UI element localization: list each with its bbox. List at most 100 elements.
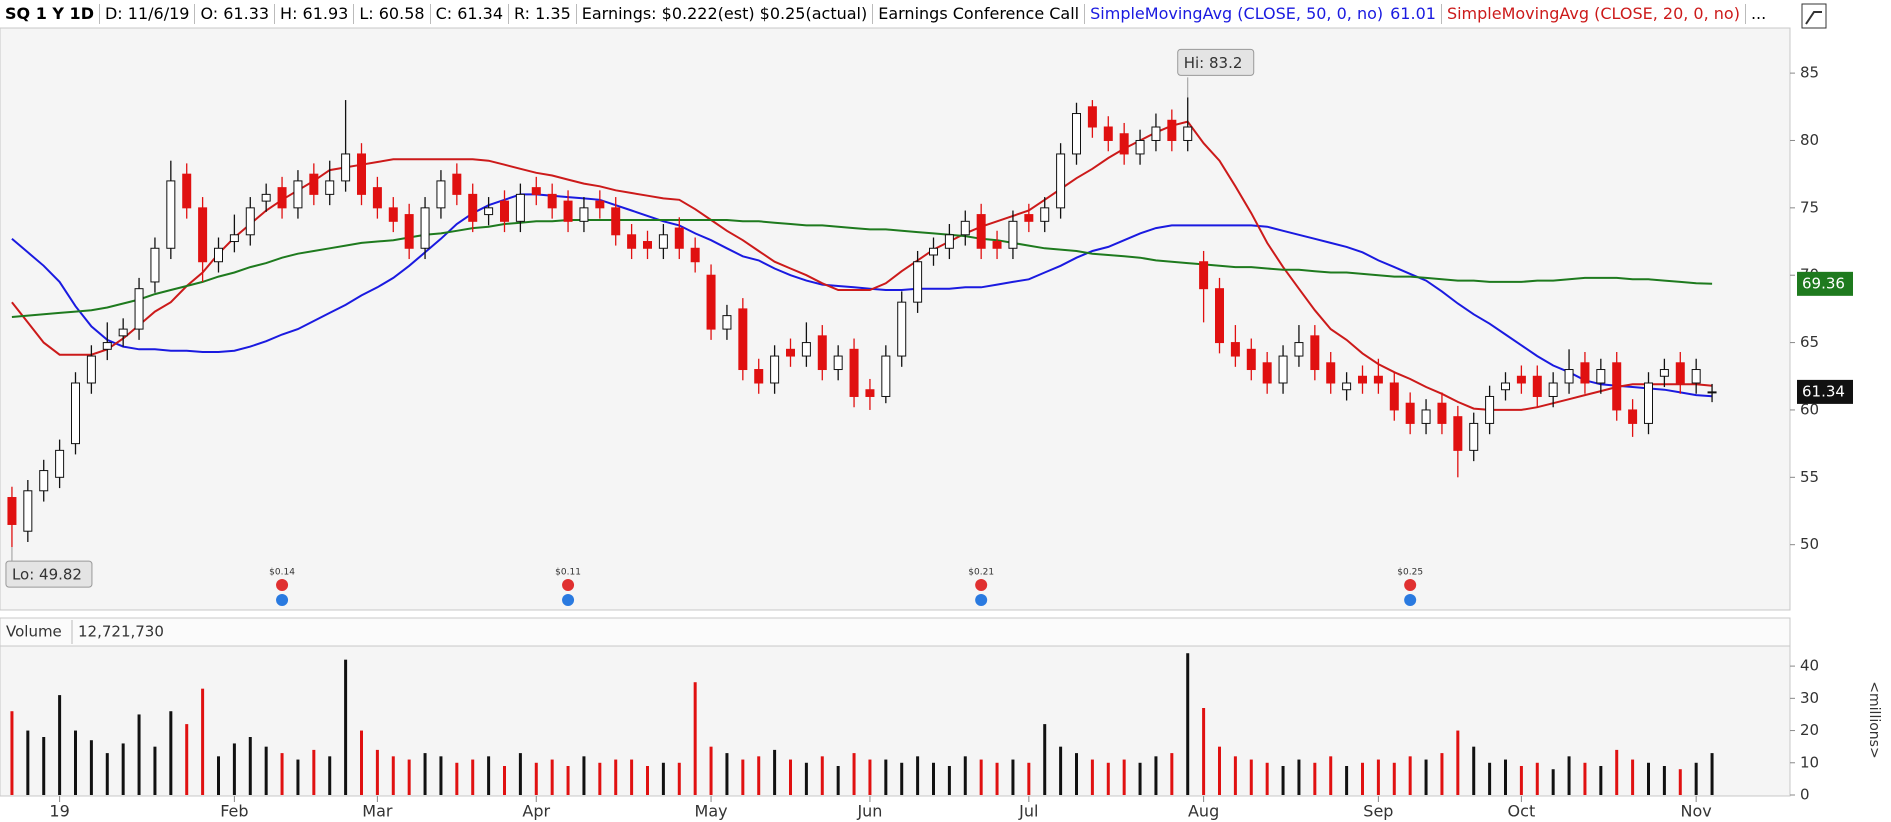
volume-bar: [709, 746, 713, 795]
candle-body: [182, 173, 192, 209]
candle-body: [611, 207, 621, 236]
legend-sma50[interactable]: SimpleMovingAvg (CLOSE, 50, 0, no): [1090, 4, 1384, 23]
annotation-box: [5, 560, 93, 588]
volume-bar: [264, 746, 268, 795]
volume-bar: [360, 730, 363, 795]
candle-body: [245, 207, 255, 236]
volume-bar: [661, 762, 665, 795]
candle-body: [1437, 402, 1447, 424]
volume-bar: [1138, 762, 1142, 795]
symbol[interactable]: SQ 1 Y 1D: [0, 4, 100, 24]
low: L: 60.58: [354, 4, 431, 24]
volume-bar: [1583, 762, 1587, 795]
candle-body: [786, 348, 795, 357]
volume-bar: [614, 759, 618, 795]
earnings-icon[interactable]: [975, 594, 988, 606]
candle-body: [1119, 133, 1129, 155]
volume-bar: [1027, 762, 1031, 795]
volume-bar: [439, 756, 443, 795]
volume-bar: [646, 766, 649, 795]
volume-bar: [979, 759, 983, 795]
earnings-call-icon[interactable]: [975, 579, 988, 591]
candle-body: [404, 214, 414, 249]
earnings-call-icon[interactable]: [1404, 579, 1417, 591]
earnings-icon[interactable]: [1404, 594, 1417, 606]
candle-body: [86, 355, 96, 384]
volume-bar: [677, 762, 681, 795]
volume-axis-label: <millions>: [1866, 681, 1882, 758]
earnings-icon[interactable]: [276, 594, 289, 606]
candle-body: [1628, 409, 1638, 424]
candle-body: [1087, 106, 1097, 128]
volume-bar: [503, 766, 506, 795]
candle-body: [1501, 382, 1510, 391]
x-tick-label: May: [695, 802, 728, 821]
candle-body: [341, 153, 351, 182]
legend-sma20[interactable]: SimpleMovingAvg (CLOSE, 20, 0, no): [1442, 4, 1746, 24]
y-tick-label: 40: [1800, 657, 1819, 675]
draw-tool[interactable]: [1801, 3, 1827, 29]
volume-bar: [900, 762, 904, 795]
candle-body: [547, 193, 557, 209]
candle-body: [1564, 369, 1574, 384]
candle-body: [1183, 126, 1193, 141]
volume-value: 12,721,730: [78, 623, 164, 641]
volume-bar: [471, 759, 475, 795]
header-bar: SQ 1 Y 1D D: 11/6/19 O: 61.33 H: 61.93 L…: [0, 0, 1790, 28]
volume-bar: [280, 753, 284, 795]
x-tick-label: Sep: [1363, 802, 1393, 821]
x-tick-label: Jul: [1018, 802, 1038, 821]
annotation-box: [1177, 48, 1255, 76]
volume-bar: [1472, 746, 1476, 795]
candle-body: [1230, 342, 1240, 357]
conference-call[interactable]: Earnings Conference Call: [873, 4, 1086, 24]
volume-bar: [932, 762, 935, 795]
earnings-label: $0.11: [555, 568, 581, 578]
candle-body: [1215, 288, 1224, 344]
candle-body: [436, 180, 446, 209]
earnings-call-icon[interactable]: [562, 579, 575, 591]
candle-body: [500, 200, 509, 222]
y-tick-label: 65: [1800, 333, 1819, 351]
candle-body: [690, 247, 700, 263]
volume-bar: [1631, 759, 1635, 795]
volume-bar: [1408, 756, 1412, 795]
candle-body: [1167, 119, 1177, 141]
candle-body: [865, 389, 875, 397]
candle-body: [944, 234, 954, 249]
volume-bar: [232, 743, 236, 795]
annotation-label: Lo: 49.82: [12, 566, 82, 584]
candle-body: [325, 180, 335, 195]
volume-bar: [1599, 766, 1603, 795]
candle-body: [420, 207, 430, 249]
x-tick-label: Apr: [522, 802, 550, 821]
price-badge-label: 61.34: [1802, 382, 1845, 400]
volume-bar: [1170, 753, 1174, 795]
earnings-call-icon[interactable]: [276, 579, 289, 591]
x-tick-label: 19: [49, 802, 69, 821]
volume-bar: [1075, 753, 1078, 795]
candle-body: [881, 355, 891, 397]
candle-body: [309, 173, 319, 195]
volume-bar: [1694, 762, 1698, 795]
volume-bar: [1551, 769, 1555, 795]
candle-body: [897, 301, 907, 357]
candle-body: [1612, 362, 1622, 411]
volume-bar: [630, 759, 634, 795]
ma-badge-label: 69.36: [1802, 274, 1845, 292]
candle-body: [1262, 362, 1272, 384]
candle-body: [1485, 395, 1495, 424]
earnings-icon[interactable]: [562, 594, 575, 606]
volume-bar: [487, 756, 491, 795]
candle-body: [1024, 214, 1034, 222]
more[interactable]: ...: [1750, 4, 1767, 23]
candle-body: [102, 342, 112, 350]
candle-body: [1373, 375, 1383, 384]
candle-body: [706, 274, 716, 330]
candle-body: [913, 261, 923, 303]
date: D: 11/6/19: [100, 4, 196, 24]
volume-bar: [74, 730, 77, 795]
x-tick-label: Jun: [856, 802, 882, 821]
candle-body: [1278, 355, 1288, 384]
volume-bar: [407, 759, 411, 795]
